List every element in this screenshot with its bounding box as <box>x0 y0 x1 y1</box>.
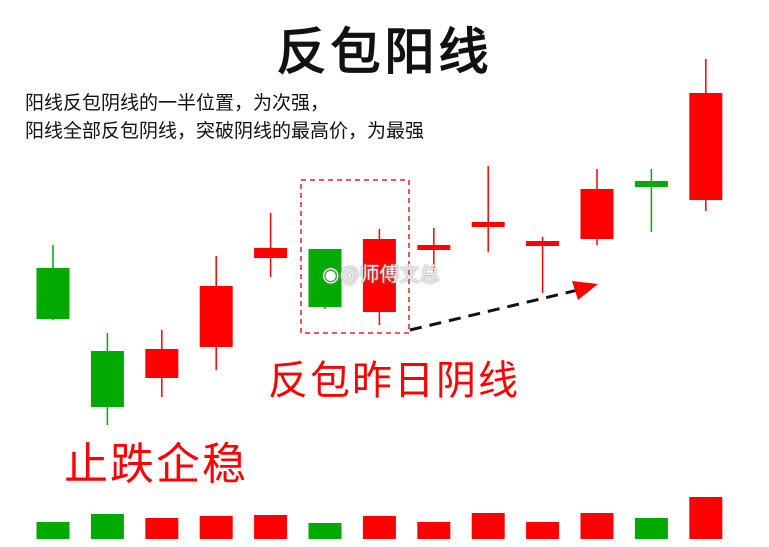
candle-body <box>634 181 668 187</box>
candle-body <box>471 222 505 227</box>
volume-bar <box>362 516 396 539</box>
candle <box>362 229 396 325</box>
highlight-box <box>300 179 410 334</box>
volume-bar <box>36 522 70 539</box>
candle <box>580 169 614 245</box>
volume-bars <box>36 497 723 539</box>
volume-bar <box>254 515 288 539</box>
candle-body <box>254 248 288 258</box>
candle <box>634 169 668 232</box>
candle-body <box>580 189 614 239</box>
candle-body <box>199 286 233 347</box>
candle <box>471 166 505 252</box>
candle-body <box>417 245 451 250</box>
trend-arrow-line <box>409 288 579 332</box>
volume-bar <box>417 522 451 539</box>
candle-body <box>36 268 70 319</box>
candle-body <box>145 349 179 378</box>
note-line-1: 阳线反包阴线的一半位置，为次强， <box>25 92 330 114</box>
volume-bar <box>199 516 233 539</box>
candle-body <box>526 241 560 246</box>
candle <box>90 333 124 425</box>
candle <box>689 59 723 211</box>
candle <box>417 228 451 271</box>
candle-body <box>689 93 723 200</box>
trend-arrow-head <box>572 281 598 300</box>
candle <box>526 237 560 293</box>
volume-bar <box>308 523 342 539</box>
annotation-engulf: 反包昨日阴线 <box>268 358 520 404</box>
candle-body <box>90 351 124 407</box>
volume-bar <box>580 513 614 539</box>
candle <box>308 249 342 309</box>
page-title: 反包阳线 <box>276 23 493 81</box>
note-line-2: 阳线全部反包阴线，突破阴线的最高价，为最强 <box>25 120 425 142</box>
volume-bar <box>90 514 124 539</box>
candle <box>199 256 233 370</box>
candle-body <box>362 239 396 312</box>
volume-bar <box>471 513 505 539</box>
candle <box>145 330 179 397</box>
candle <box>254 213 288 277</box>
watermark: ◉@师傅文总 <box>322 258 439 287</box>
volume-bar <box>145 518 179 539</box>
volume-bar <box>689 497 723 539</box>
candle-body <box>308 249 342 307</box>
candles <box>36 59 723 425</box>
annotation-stop-fall: 止跌企稳 <box>64 439 248 490</box>
watermark-text: @师傅文总 <box>339 262 440 286</box>
volume-bar <box>634 518 668 539</box>
volume-bar <box>526 522 560 539</box>
weibo-icon: ◉ <box>322 262 340 286</box>
candle <box>36 245 70 320</box>
